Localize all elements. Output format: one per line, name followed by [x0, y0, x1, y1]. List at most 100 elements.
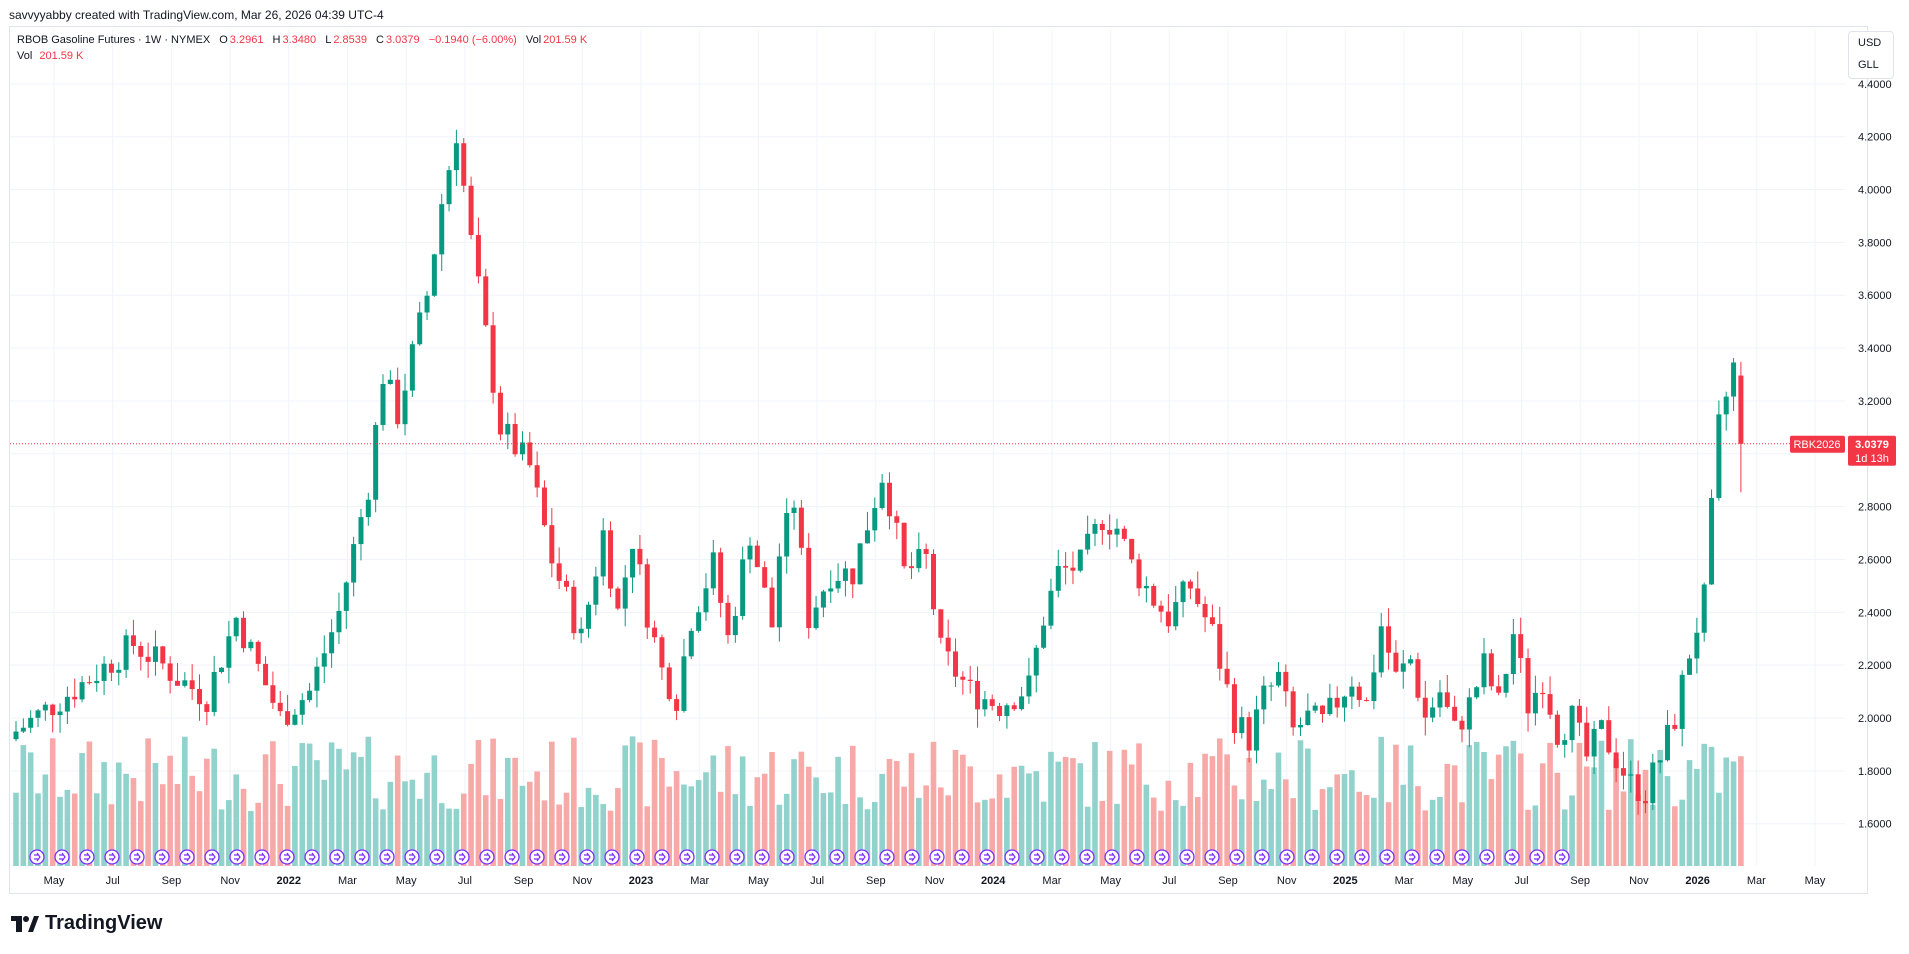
- event-marker: [679, 849, 695, 865]
- candle-body: [975, 680, 981, 710]
- time-tick-label: 2022: [277, 875, 301, 887]
- candle-body: [1349, 686, 1355, 697]
- volume-bar: [1165, 780, 1172, 866]
- event-marker: [1129, 849, 1145, 865]
- time-axis: May Jul Sep Nov 2022 Mar May Jul Sep Nov 2023 Mar Ma…: [44, 875, 1826, 887]
- volume-bar: [871, 802, 878, 866]
- legend-close-label: C: [376, 34, 384, 46]
- candle-body: [1158, 605, 1164, 612]
- volume-bar: [989, 798, 996, 866]
- volume-bar: [1642, 769, 1649, 866]
- volume-bar: [1026, 773, 1032, 866]
- price-tick-label: 1.6000: [1858, 819, 1892, 831]
- event-marker: [954, 849, 970, 865]
- volume-bar: [1033, 771, 1040, 866]
- candle-body: [1320, 705, 1326, 715]
- candle-body: [123, 635, 129, 670]
- event-marker: [379, 849, 395, 865]
- event-marker-arrow-icon: [484, 852, 491, 862]
- legend-low-label: L: [325, 34, 332, 46]
- candle-body: [894, 516, 900, 523]
- volume-bar: [211, 748, 217, 866]
- volume-bar: [1128, 764, 1135, 866]
- event-marker-circle: [729, 849, 745, 865]
- event-marker-circle: [379, 849, 395, 865]
- candle-body: [321, 653, 327, 667]
- volume-bar: [108, 804, 115, 866]
- volume-bar: [1591, 767, 1597, 866]
- volume-bar: [1216, 738, 1223, 866]
- volume-bar: [1613, 758, 1619, 866]
- event-marker-arrow-icon: [1184, 852, 1191, 862]
- price-badge-countdown: 1d 13h: [1855, 453, 1889, 465]
- candle-body: [152, 646, 158, 662]
- volume-bar: [1481, 752, 1487, 866]
- event-marker: [654, 849, 670, 865]
- candle-body: [1408, 659, 1414, 664]
- volume-bar: [1444, 763, 1451, 866]
- volume-bar: [1099, 800, 1106, 866]
- volume-bar: [1114, 803, 1120, 866]
- event-marker-circle: [304, 849, 320, 865]
- time-tick-label: Mar: [338, 875, 357, 887]
- currency-label[interactable]: USD: [1858, 37, 1882, 49]
- candle-body: [1672, 724, 1678, 729]
- legend-open-label: O: [219, 34, 228, 46]
- event-marker-arrow-icon: [284, 852, 291, 862]
- event-marker-arrow-icon: [109, 852, 116, 862]
- last-price-line: RBK2026 3.0379 1d 13h: [10, 435, 1896, 466]
- candle-body: [204, 704, 210, 712]
- volume-bar: [805, 766, 812, 866]
- candle-body: [718, 552, 724, 603]
- event-marker-circle: [579, 849, 595, 865]
- candle-body: [1011, 705, 1017, 710]
- volume-bar: [791, 759, 797, 866]
- unit-selector[interactable]: USD GLL: [1848, 31, 1894, 79]
- volume-bar: [380, 809, 386, 866]
- candle-body: [72, 696, 78, 700]
- event-marker: [479, 849, 495, 865]
- event-marker-arrow-icon: [59, 852, 66, 862]
- event-marker: [254, 849, 270, 865]
- candle-body: [1430, 707, 1436, 718]
- volume-bar: [1305, 748, 1311, 866]
- volume-bar: [1231, 785, 1238, 866]
- volume-bar: [1488, 779, 1495, 866]
- volume-bar: [563, 792, 570, 866]
- volume-bar: [1349, 770, 1355, 866]
- volume-bar: [1503, 746, 1509, 866]
- candle-body: [1657, 760, 1663, 763]
- time-tick-label: Jul: [106, 875, 120, 887]
- candle-body: [681, 656, 687, 711]
- candle-body: [358, 517, 364, 545]
- volume-bar: [1650, 804, 1656, 866]
- candle-body: [791, 507, 797, 513]
- candle-body: [586, 604, 592, 629]
- candle-body: [630, 548, 636, 578]
- event-marker-circle: [754, 849, 770, 865]
- event-marker: [1279, 849, 1295, 865]
- candle-body: [292, 714, 298, 725]
- event-marker-arrow-icon: [709, 852, 716, 862]
- unit-label[interactable]: GLL: [1858, 59, 1879, 71]
- event-marker-circle: [404, 849, 420, 865]
- event-marker-circle: [604, 849, 620, 865]
- volume-bar: [982, 799, 988, 866]
- candle-body: [578, 628, 584, 634]
- volume-bar: [137, 801, 144, 866]
- candle-body: [1114, 528, 1120, 535]
- event-marker: [204, 849, 220, 865]
- volume-bar: [416, 798, 423, 866]
- event-marker-arrow-icon: [1009, 852, 1016, 862]
- candle-body: [57, 711, 63, 716]
- legend-high-value: 3.3480: [282, 34, 317, 46]
- event-marker-circle: [1429, 849, 1445, 865]
- volume-bar: [343, 769, 350, 866]
- candle-body: [908, 566, 914, 569]
- candle-body: [1635, 774, 1641, 802]
- candle-body: [255, 641, 261, 664]
- volume-bar: [725, 746, 731, 866]
- tradingview-logo[interactable]: TradingView: [11, 912, 162, 935]
- time-tick-label: Nov: [573, 875, 593, 887]
